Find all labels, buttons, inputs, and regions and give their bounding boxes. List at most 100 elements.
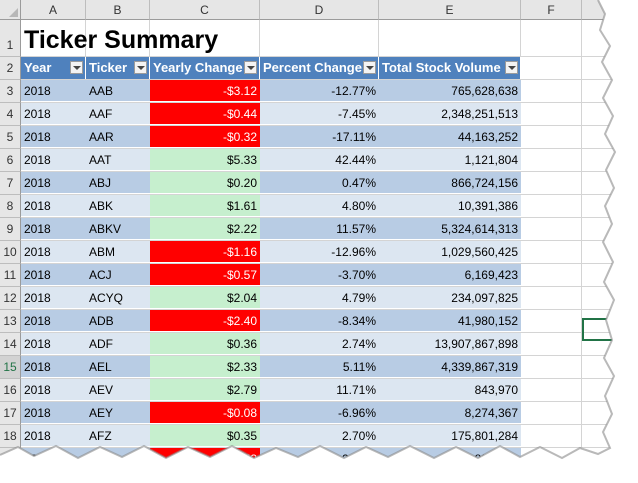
select-all-corner[interactable] — [0, 0, 21, 20]
header-year[interactable]: Year — [21, 57, 86, 79]
row-header-10[interactable]: 10 — [0, 241, 21, 264]
cell-year[interactable]: 2018 — [21, 149, 86, 171]
cell-percent-change[interactable]: 4.80% — [260, 195, 379, 217]
cell-percent-change[interactable]: 11.57% — [260, 218, 379, 240]
row-header-2[interactable]: 2 — [0, 57, 21, 80]
sheet-title[interactable]: Ticker Summary — [24, 26, 219, 54]
cell-yearly-change[interactable]: $2.04 — [150, 287, 260, 309]
row-header-11[interactable]: 11 — [0, 264, 21, 287]
row-header-17[interactable]: 17 — [0, 402, 21, 425]
row-header-5[interactable]: 5 — [0, 126, 21, 149]
cell-percent-change[interactable]: -3.70% — [260, 264, 379, 286]
row-header-1[interactable]: 1 — [0, 20, 21, 57]
cell-percent-change[interactable]: -12.77% — [260, 80, 379, 102]
row-header-12[interactable]: 12 — [0, 287, 21, 310]
row-header-16[interactable]: 16 — [0, 379, 21, 402]
cell-ticker[interactable]: AFZ — [86, 425, 150, 447]
header-total-volume[interactable]: Total Stock Volume — [379, 57, 521, 79]
cell-percent-change[interactable]: 11.71% — [260, 379, 379, 401]
cell-year[interactable]: 2018 — [21, 218, 86, 240]
row-header-7[interactable]: 7 — [0, 172, 21, 195]
cell-ticker[interactable]: ABKV — [86, 218, 150, 240]
row-header-8[interactable]: 8 — [0, 195, 21, 218]
cell-total-volume[interactable]: 175,801,284 — [379, 425, 521, 447]
cell-year[interactable]: 2018 — [21, 333, 86, 355]
header-yearly-change[interactable]: Yearly Change — [150, 57, 260, 79]
cell-yearly-change[interactable]: -$0.32 — [150, 126, 260, 148]
row-header-9[interactable]: 9 — [0, 218, 21, 241]
cell-yearly-change[interactable]: $1.61 — [150, 195, 260, 217]
cell-yearly-change[interactable]: $2.33 — [150, 356, 260, 378]
row-header-18[interactable]: 18 — [0, 425, 21, 448]
filter-dropdown-total-volume[interactable] — [505, 61, 518, 74]
cell-total-volume[interactable]: 843,970 — [379, 379, 521, 401]
header-percent-change[interactable]: Percent Change — [260, 57, 379, 79]
cell-year[interactable]: 2018 — [21, 310, 86, 332]
cell-yearly-change[interactable]: $2.79 — [150, 379, 260, 401]
cell-year[interactable]: 2018 — [21, 126, 86, 148]
cell-ticker[interactable]: ABK — [86, 195, 150, 217]
row-header-15[interactable]: 15 — [0, 356, 21, 379]
cell-total-volume[interactable]: 44,163,252 — [379, 126, 521, 148]
cell-total-volume[interactable]: 866,724,156 — [379, 172, 521, 194]
cell-year[interactable]: 2018 — [21, 103, 86, 125]
filter-dropdown-year[interactable] — [70, 61, 83, 74]
cell-year[interactable]: 2018 — [21, 356, 86, 378]
cell-ticker[interactable]: ACJ — [86, 264, 150, 286]
cell-yearly-change[interactable]: $0.36 — [150, 333, 260, 355]
row-header-13[interactable]: 13 — [0, 310, 21, 333]
cell-total-volume[interactable]: 41,980,152 — [379, 310, 521, 332]
cell-ticker[interactable]: AEL — [86, 356, 150, 378]
cell-ticker[interactable]: ABM — [86, 241, 150, 263]
cell-yearly-change[interactable]: $0.20 — [150, 172, 260, 194]
cell-percent-change[interactable]: -6.96% — [260, 402, 379, 424]
cell-total-volume[interactable]: 5,324,614,313 — [379, 218, 521, 240]
cell-ticker[interactable]: AAR — [86, 126, 150, 148]
cell-total-volume[interactable]: 765,628,638 — [379, 80, 521, 102]
cell-yearly-change[interactable]: -$2.40 — [150, 310, 260, 332]
cell-total-volume[interactable]: 1,121,804 — [379, 149, 521, 171]
cell-year[interactable]: 2018 — [21, 80, 86, 102]
cell-percent-change[interactable]: 5.11% — [260, 356, 379, 378]
column-header-d[interactable]: D — [260, 0, 379, 20]
cell-percent-change[interactable]: -17.11% — [260, 126, 379, 148]
cell-total-volume[interactable]: 8,274,367 — [379, 402, 521, 424]
cell-year[interactable]: 2018 — [21, 379, 86, 401]
row-header-3[interactable]: 3 — [0, 80, 21, 103]
row-header-14[interactable]: 14 — [0, 333, 21, 356]
cell-total-volume[interactable]: 6,169,423 — [379, 264, 521, 286]
cell-percent-change[interactable]: 4.79% — [260, 287, 379, 309]
column-header-c[interactable]: C — [150, 0, 260, 20]
cell-year[interactable]: 2018 — [21, 195, 86, 217]
cell-ticker[interactable]: ADF — [86, 333, 150, 355]
cell-total-volume[interactable]: 234,097,825 — [379, 287, 521, 309]
cell-yearly-change[interactable]: -$0.44 — [150, 103, 260, 125]
cell-year[interactable]: 2018 — [21, 172, 86, 194]
cell-total-volume[interactable]: 4,339,867,319 — [379, 356, 521, 378]
cell-percent-change[interactable]: -12.96% — [260, 241, 379, 263]
row-header-4[interactable]: 4 — [0, 103, 21, 126]
cell-total-volume[interactable]: 13,907,867,898 — [379, 333, 521, 355]
cell-total-volume[interactable]: 10,391,386 — [379, 195, 521, 217]
cell-ticker[interactable]: AAT — [86, 149, 150, 171]
column-header-b[interactable]: B — [86, 0, 150, 20]
cell-percent-change[interactable]: -7.45% — [260, 103, 379, 125]
cell-year[interactable]: 2018 — [21, 264, 86, 286]
cell-ticker[interactable]: ABJ — [86, 172, 150, 194]
cell-yearly-change[interactable]: $2.22 — [150, 218, 260, 240]
cell-ticker[interactable]: AEV — [86, 379, 150, 401]
cell-yearly-change[interactable]: -$0.57 — [150, 264, 260, 286]
cell-year[interactable]: 2018 — [21, 402, 86, 424]
cell-year[interactable]: 2018 — [21, 287, 86, 309]
filter-dropdown-percent-change[interactable] — [363, 61, 376, 74]
cell-yearly-change[interactable]: $5.33 — [150, 149, 260, 171]
column-header-e[interactable]: E — [379, 0, 521, 20]
cell-yearly-change[interactable]: $0.35 — [150, 425, 260, 447]
cell-total-volume[interactable]: 1,029,560,425 — [379, 241, 521, 263]
cell-percent-change[interactable]: 0.47% — [260, 172, 379, 194]
cell-yearly-change[interactable]: -$1.16 — [150, 241, 260, 263]
cell-percent-change[interactable]: -8.34% — [260, 310, 379, 332]
cell-yearly-change[interactable]: -$3.12 — [150, 80, 260, 102]
filter-dropdown-yearly-change[interactable] — [244, 61, 257, 74]
cell-total-volume[interactable]: 2,348,251,513 — [379, 103, 521, 125]
